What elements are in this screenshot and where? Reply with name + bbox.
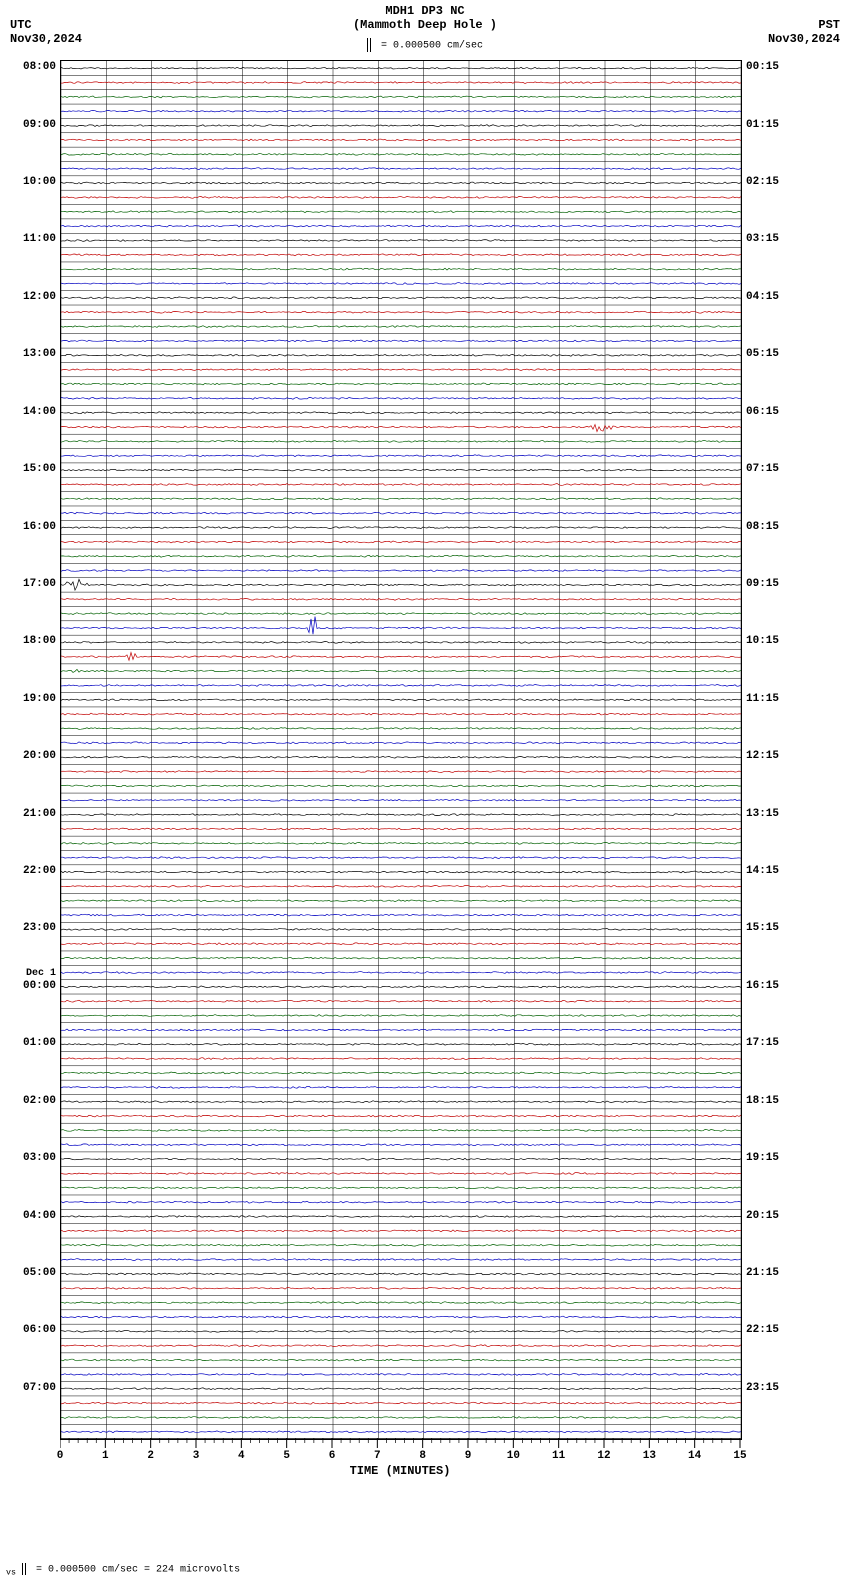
x-tick-label: 6 (322, 1450, 342, 1462)
x-tick-label: 15 (730, 1450, 750, 1462)
scale-bar-icon (367, 38, 371, 52)
left-time-label: 08:00 (6, 61, 56, 73)
x-axis-title: TIME (MINUTES) (60, 1464, 740, 1478)
right-time-label: 05:15 (746, 348, 796, 360)
x-tick-label: 10 (503, 1450, 523, 1462)
footer-text: = 0.000500 cm/sec = 224 microvolts (36, 1565, 240, 1576)
left-time-label: 01:00 (6, 1037, 56, 1049)
station-subtitle: (Mammoth Deep Hole ) (0, 18, 850, 32)
left-time-label: 12:00 (6, 291, 56, 303)
left-time-label: 17:00 (6, 578, 56, 590)
x-tick-label: 12 (594, 1450, 614, 1462)
right-time-label: 06:15 (746, 406, 796, 418)
left-time-label: 04:00 (6, 1210, 56, 1222)
left-time-label: 07:00 (6, 1382, 56, 1394)
x-tick-label: 1 (95, 1450, 115, 1462)
left-time-label: 20:00 (6, 750, 56, 762)
left-time-label: 09:00 (6, 119, 56, 131)
left-time-label: 15:00 (6, 463, 56, 475)
x-tick-label: 11 (549, 1450, 569, 1462)
right-time-label: 09:15 (746, 578, 796, 590)
left-time-label: 02:00 (6, 1095, 56, 1107)
pst-date-label: Nov30,2024 (768, 32, 840, 46)
station-title: MDH1 DP3 NC (0, 4, 850, 18)
right-time-label: 21:15 (746, 1267, 796, 1279)
x-tick-label: 14 (685, 1450, 705, 1462)
x-tick-label: 9 (458, 1450, 478, 1462)
left-time-label: 23:00 (6, 922, 56, 934)
right-time-label: 04:15 (746, 291, 796, 303)
seismogram-svg (61, 61, 741, 1439)
x-tick-label: 13 (639, 1450, 659, 1462)
right-time-label: 15:15 (746, 922, 796, 934)
right-time-label: 14:15 (746, 865, 796, 877)
left-time-label: 21:00 (6, 808, 56, 820)
right-time-label: 18:15 (746, 1095, 796, 1107)
right-time-label: 13:15 (746, 808, 796, 820)
left-time-label: 00:00 (6, 980, 56, 992)
left-time-label: 11:00 (6, 233, 56, 245)
right-time-label: 12:15 (746, 750, 796, 762)
right-time-label: 16:15 (746, 980, 796, 992)
x-tick-label: 4 (231, 1450, 251, 1462)
right-time-label: 07:15 (746, 463, 796, 475)
right-time-label: 03:15 (746, 233, 796, 245)
right-time-label: 10:15 (746, 635, 796, 647)
x-tick-label: 8 (413, 1450, 433, 1462)
right-time-label: 02:15 (746, 176, 796, 188)
x-axis: 0123456789101112131415TIME (MINUTES) (60, 1438, 740, 1482)
x-tick-label: 0 (50, 1450, 70, 1462)
left-time-label: 14:00 (6, 406, 56, 418)
right-time-label: 11:15 (746, 693, 796, 705)
left-time-label: 05:00 (6, 1267, 56, 1279)
scale-text-top: = 0.000500 cm/sec (381, 41, 483, 52)
pst-tz-label: PST (818, 18, 840, 32)
footer-prefix: vs (6, 1568, 16, 1578)
left-time-label: 13:00 (6, 348, 56, 360)
plot-area (60, 60, 742, 1440)
right-time-label: 00:15 (746, 61, 796, 73)
right-time-label: 08:15 (746, 521, 796, 533)
utc-date-label: Nov30,2024 (10, 32, 82, 46)
right-time-label: 22:15 (746, 1324, 796, 1336)
x-tick-label: 3 (186, 1450, 206, 1462)
right-time-label: 23:15 (746, 1382, 796, 1394)
x-tick-label: 2 (141, 1450, 161, 1462)
utc-tz-label: UTC (10, 18, 32, 32)
left-time-label: 22:00 (6, 865, 56, 877)
left-time-label: 19:00 (6, 693, 56, 705)
x-tick-label: 5 (277, 1450, 297, 1462)
x-tick-label: 7 (367, 1450, 387, 1462)
right-time-label: 20:15 (746, 1210, 796, 1222)
footer-scale: vs = 0.000500 cm/sec = 224 microvolts (6, 1563, 240, 1578)
scale-indicator-top: = 0.000500 cm/sec (0, 38, 850, 52)
right-time-label: 01:15 (746, 119, 796, 131)
left-time-label: 16:00 (6, 521, 56, 533)
left-time-label: 03:00 (6, 1152, 56, 1164)
seismogram-container: MDH1 DP3 NC (Mammoth Deep Hole ) = 0.000… (0, 0, 850, 1584)
left-time-label: 06:00 (6, 1324, 56, 1336)
right-time-label: 19:15 (746, 1152, 796, 1164)
left-time-label: 18:00 (6, 635, 56, 647)
right-time-label: 17:15 (746, 1037, 796, 1049)
scale-bar-icon (22, 1563, 26, 1575)
left-time-label: 10:00 (6, 176, 56, 188)
left-date-label: Dec 1 (6, 968, 56, 979)
